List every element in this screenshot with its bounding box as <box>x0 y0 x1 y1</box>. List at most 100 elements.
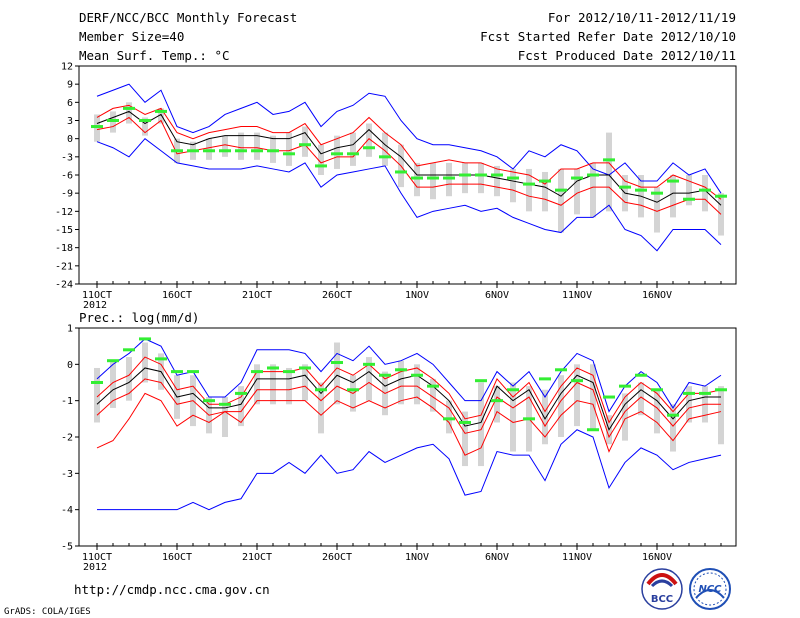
spread-box <box>126 102 132 124</box>
median-mark <box>219 402 231 406</box>
temperature-medians <box>91 106 727 201</box>
spread-box <box>494 386 500 423</box>
temperature-y-axis: -24 -21 -18 -15 -12 -9 -6 -3 0 3 6 9 12 <box>55 62 79 291</box>
median-mark <box>171 149 183 153</box>
median-mark <box>651 388 663 392</box>
median-mark <box>155 357 167 361</box>
temperature-year-label: 2012 <box>83 300 107 311</box>
precipitation-medians <box>91 337 727 432</box>
median-mark <box>507 388 519 392</box>
header-fcst-produced: Fcst Produced Date 2012/10/11 <box>518 48 736 63</box>
spread-box <box>110 111 116 133</box>
median-mark <box>683 391 695 395</box>
median-mark <box>267 366 279 370</box>
spread-box <box>334 135 340 169</box>
precipitation-boxes <box>94 342 724 467</box>
x-tick-label: 16OCT <box>162 552 192 563</box>
median-mark <box>523 182 535 186</box>
y-tick-label: -4 <box>61 505 73 516</box>
median-mark <box>187 370 199 374</box>
spread-box <box>558 168 564 233</box>
median-mark <box>395 368 407 372</box>
spread-box <box>494 165 500 197</box>
spread-box <box>238 386 244 427</box>
median-mark <box>267 149 279 153</box>
median-mark <box>571 379 583 383</box>
x-tick-label: 16NOV <box>642 290 672 301</box>
median-mark <box>347 152 359 156</box>
header-forecast-period: For 2012/10/11-2012/11/19 <box>548 10 736 25</box>
spread-box <box>510 168 516 203</box>
y-tick-label: 9 <box>67 80 73 91</box>
median-mark <box>123 348 135 352</box>
median-mark <box>635 373 647 377</box>
spread-box <box>158 108 164 124</box>
median-mark <box>619 185 631 189</box>
grads-credit: GrADS: COLA/IGES <box>4 607 91 617</box>
median-mark <box>363 146 375 150</box>
median-mark <box>459 420 471 424</box>
spread-box <box>526 168 532 212</box>
median-mark <box>651 191 663 195</box>
spread-box <box>334 342 340 405</box>
spread-box <box>574 364 580 427</box>
spread-box <box>110 360 116 408</box>
median-mark <box>91 381 103 384</box>
y-tick-label: -3 <box>61 469 73 480</box>
y-tick-label: 3 <box>67 116 73 127</box>
median-mark <box>491 173 503 177</box>
precipitation-lines <box>96 338 722 511</box>
spread-box <box>366 357 372 401</box>
median-mark <box>411 176 423 180</box>
spread-box <box>222 135 228 157</box>
precipitation-plot-frame <box>78 327 737 547</box>
spread-box <box>430 162 436 200</box>
median-mark <box>411 373 423 377</box>
median-mark <box>283 370 295 374</box>
median-mark <box>379 373 391 377</box>
median-mark <box>699 391 711 395</box>
y-tick-label: 0 <box>67 134 73 145</box>
median-mark <box>251 149 263 153</box>
spread-box <box>670 404 676 452</box>
median-mark <box>219 149 231 153</box>
median-mark <box>587 173 599 177</box>
header-member-size: Member Size=40 <box>79 29 184 44</box>
spread-box <box>286 367 292 405</box>
spread-box <box>446 400 452 434</box>
spread-box <box>94 114 100 142</box>
temperature-lines <box>96 83 722 252</box>
spread-box <box>382 132 388 166</box>
y-tick-label: -5 <box>61 542 73 553</box>
x-tick-label: 11OCT <box>82 552 112 563</box>
x-tick-label: 1NOV <box>405 552 429 563</box>
y-tick-label: -3 <box>61 152 73 163</box>
median-mark <box>363 362 375 366</box>
series-line-spread-upper <box>96 356 722 424</box>
header-title: DERF/NCC/BCC Monthly Forecast <box>79 10 297 25</box>
median-mark <box>699 188 711 192</box>
median-mark <box>347 388 359 392</box>
median-mark <box>443 417 455 421</box>
median-mark <box>459 173 471 177</box>
x-tick-label: 1NOV <box>405 290 429 301</box>
median-mark <box>587 428 599 432</box>
median-mark <box>395 170 407 174</box>
median-mark <box>139 337 151 341</box>
spread-box <box>606 132 612 212</box>
spread-box <box>206 138 212 160</box>
spread-box <box>94 367 100 423</box>
footer-url: http://cmdp.ncc.cma.gov.cn <box>74 582 270 597</box>
spread-box <box>446 162 452 197</box>
median-mark <box>427 384 439 388</box>
spread-box <box>222 397 228 437</box>
header-fcst-started: Fcst Started Refer Date 2012/10/10 <box>480 29 736 44</box>
spread-box <box>462 162 468 194</box>
median-mark <box>715 388 727 392</box>
spread-box <box>622 393 628 441</box>
median-mark <box>683 197 695 201</box>
spread-box <box>702 175 708 212</box>
y-tick-label: 6 <box>67 98 73 109</box>
temperature-boxes <box>94 102 724 236</box>
spread-box <box>366 123 372 157</box>
